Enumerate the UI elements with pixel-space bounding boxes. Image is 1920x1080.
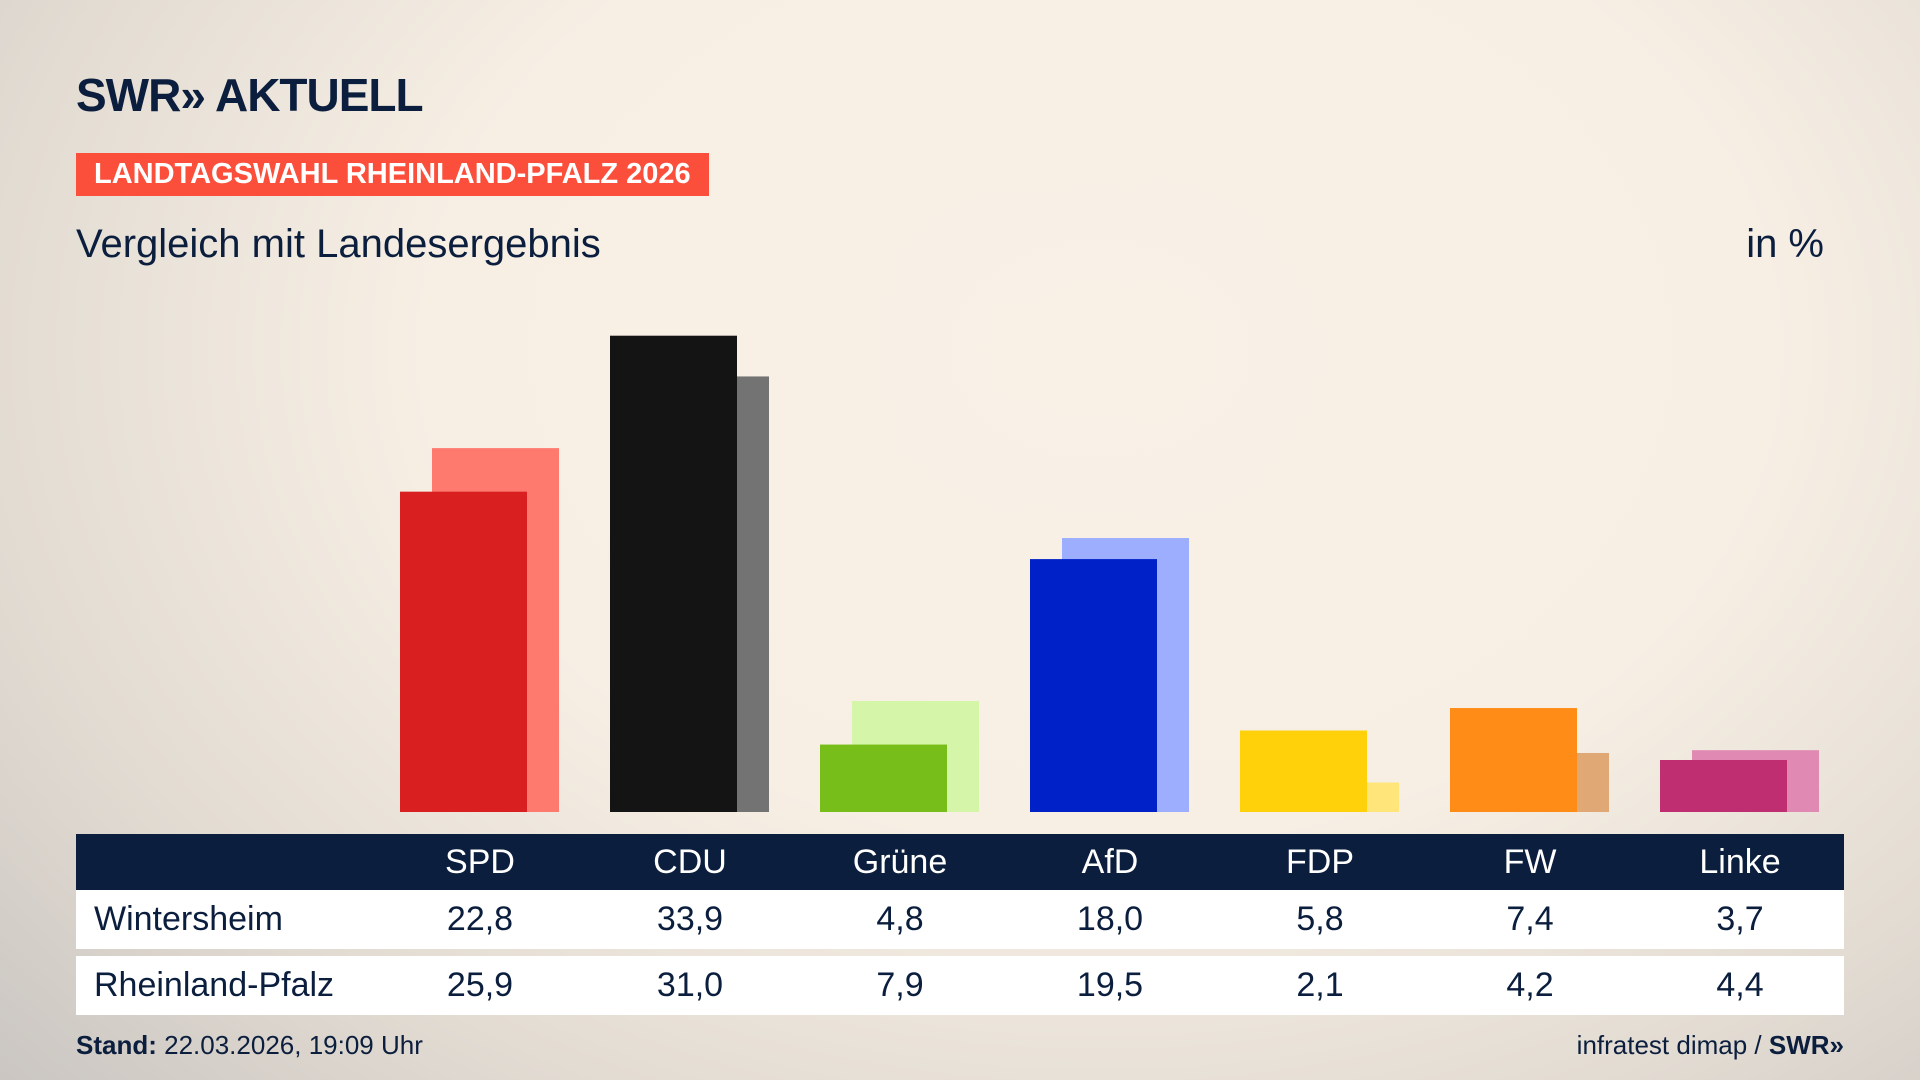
stand-value: 22.03.2026, 19:09 Uhr xyxy=(156,1030,423,1060)
column-header-fw: FW xyxy=(1503,842,1557,881)
bar-spd-wintersheim xyxy=(400,491,527,812)
table-cell: 18,0 xyxy=(1076,900,1144,938)
unit-label: in % xyxy=(1746,222,1824,266)
bar-fdp-wintersheim xyxy=(1240,730,1367,812)
stand-label: Stand: xyxy=(76,1030,157,1060)
table-cell: 25,9 xyxy=(446,966,514,1004)
source: infratest dimap / SWR» xyxy=(1577,1030,1844,1061)
bar-grüne-wintersheim xyxy=(820,744,947,812)
table-cell: 19,5 xyxy=(1076,966,1144,1004)
column-header-linke: Linke xyxy=(1699,842,1781,881)
column-header-cdu: CDU xyxy=(653,842,727,881)
timestamp: Stand: 22.03.2026, 19:09 Uhr xyxy=(76,1030,423,1061)
table-cell: 5,8 xyxy=(1296,900,1344,938)
bar-linke-wintersheim xyxy=(1660,760,1787,812)
table-cell: 4,4 xyxy=(1716,966,1764,1004)
column-header-spd: SPD xyxy=(445,842,515,881)
election-banner: LANDTAGSWAHL RHEINLAND-PFALZ 2026 xyxy=(76,153,709,196)
table-row: Rheinland-Pfalz 25,9 31,0 7,9 19,5 2,1 4,2 4,4 xyxy=(76,956,1844,1015)
column-header-fdp: FDP xyxy=(1286,842,1354,881)
table-cell: 3,7 xyxy=(1716,900,1764,938)
bar-fw-wintersheim xyxy=(1450,708,1577,812)
table-cell: 31,0 xyxy=(656,966,724,1004)
bar-chart xyxy=(400,335,1819,812)
table-cell: 2,1 xyxy=(1296,966,1344,1004)
table-cell: 7,9 xyxy=(876,966,924,1004)
table-cell: 33,9 xyxy=(656,900,724,938)
table-header: SPD CDU Grüne AfD FDP FW Linke xyxy=(76,834,1844,890)
swr-logo: SWR» xyxy=(1768,1030,1844,1060)
table-cell: 4,8 xyxy=(876,900,924,938)
source-text: infratest dimap / xyxy=(1576,1030,1769,1060)
table-cell: 22,8 xyxy=(446,900,514,938)
table-cell: 4,2 xyxy=(1506,966,1554,1004)
table-row: Wintersheim 22,8 33,9 4,8 18,0 5,8 7,4 3,7 xyxy=(76,890,1844,949)
bar-cdu-wintersheim xyxy=(610,335,737,812)
row-label: Wintersheim xyxy=(94,900,283,938)
row-label: Rheinland-Pfalz xyxy=(94,966,335,1004)
swr-aktuell-logo: SWR» AKTUELL xyxy=(76,69,424,121)
bar-afd-wintersheim xyxy=(1030,559,1157,812)
chart-title: Vergleich mit Landesergebnis xyxy=(76,222,601,266)
column-header-afd: AfD xyxy=(1081,842,1139,881)
table-cell: 7,4 xyxy=(1506,900,1554,938)
column-header-grüne: Grüne xyxy=(852,842,948,881)
